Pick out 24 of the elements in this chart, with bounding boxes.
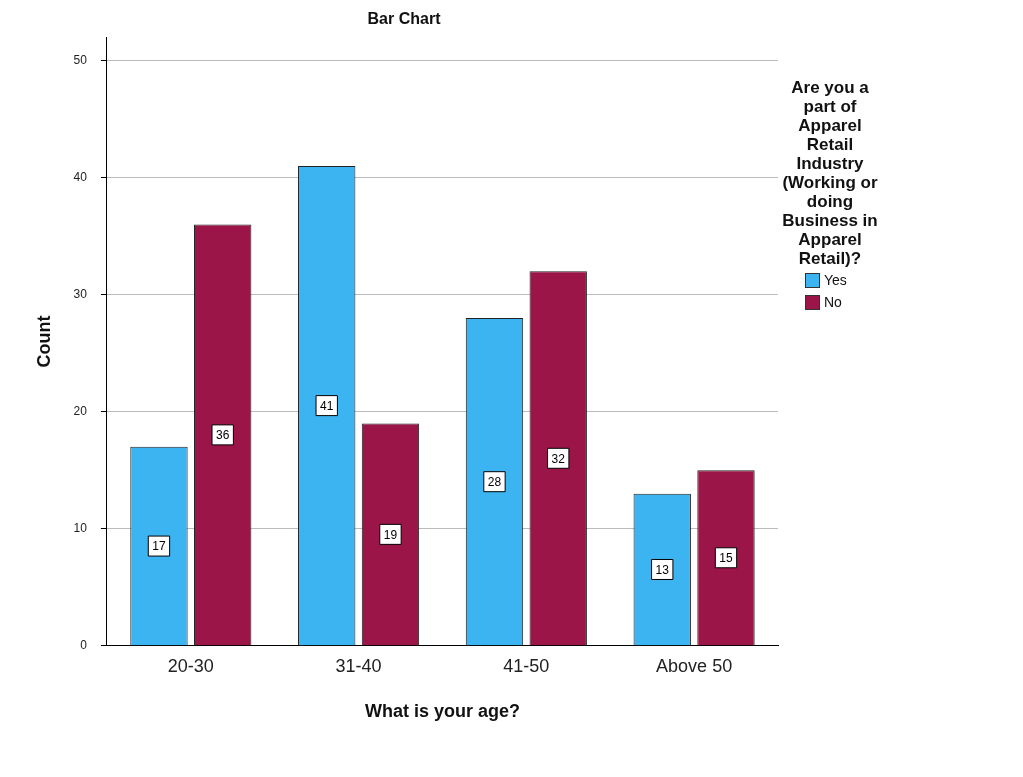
- chart-title: Bar Chart: [367, 10, 442, 28]
- data-label: 41: [320, 398, 334, 413]
- data-label: 28: [487, 475, 502, 490]
- data-label: 32: [551, 451, 566, 466]
- data-label: 19: [383, 527, 398, 542]
- y-tick-label: 30: [73, 287, 88, 301]
- x-tick-label: 41-50: [503, 655, 550, 676]
- y-tick-label: 40: [73, 169, 88, 184]
- legend-label: No: [824, 293, 842, 312]
- y-axis-title: Count: [33, 315, 54, 368]
- y-tick-label: 20: [73, 404, 88, 419]
- data-label: 17: [152, 539, 166, 554]
- legend-label: Yes: [824, 271, 847, 290]
- y-tick-label: 50: [73, 52, 88, 67]
- x-axis-title: What is your age?: [364, 701, 520, 722]
- y-tick-label: 0: [80, 638, 88, 653]
- x-tick-label: Above 50: [656, 655, 733, 676]
- data-label: 13: [655, 562, 670, 577]
- text: Are you a part of Apparel Retail Industry (Working or doing Business in Apparel Retail)?: [782, 78, 878, 268]
- x-tick-label: 31-40: [335, 655, 382, 676]
- y-tick-label: 10: [73, 521, 88, 536]
- data-label: 15: [719, 551, 733, 566]
- x-tick-label: 20-30: [167, 655, 214, 676]
- data-label: 36: [216, 428, 230, 443]
